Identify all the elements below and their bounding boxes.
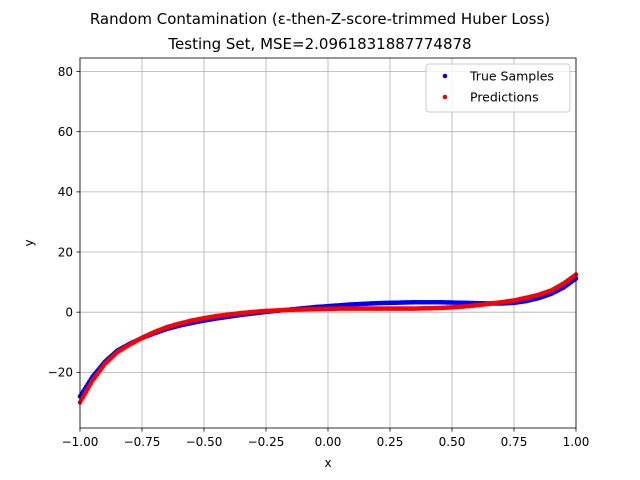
legend-box [425,63,571,113]
y-tick-label: 80 [58,65,73,79]
series-layer [77,272,579,405]
y-axis-label: y [22,239,36,246]
y-axis-ticks: −20 0 20 40 60 80 [48,65,80,380]
y-tick-label: 40 [58,185,73,199]
x-tick-label: −0.75 [124,435,161,449]
x-tick-label: 1.00 [563,435,590,449]
legend-label-true-samples: True Samples [469,69,554,84]
x-tick-label: 0.50 [439,435,466,449]
x-tick-label: 0.75 [501,435,528,449]
y-tick-label: −20 [48,366,73,380]
legend: True Samples Predictions [425,63,571,113]
x-axis-label: x [324,456,331,470]
y-tick-label: 0 [65,305,73,319]
chart-title: Random Contamination (ε-then-Z-score-tri… [90,10,550,28]
plot-area [77,57,579,429]
legend-marker-predictions [442,94,448,100]
legend-marker-true-samples [442,73,448,79]
x-tick-label: −0.50 [186,435,223,449]
x-tick-label: −0.25 [248,435,285,449]
x-axis-ticks: −1.00 −0.75 −0.50 −0.25 0.00 0.25 0.50 0.75 1.00 [62,428,590,449]
x-tick-label: 0.00 [315,435,342,449]
y-tick-label: 60 [58,125,73,139]
x-tick-label: 0.25 [377,435,404,449]
x-tick-label: −1.00 [62,435,99,449]
legend-label-predictions: Predictions [470,90,539,105]
chart-subtitle: Testing Set, MSE=2.0961831887774878 [167,35,471,53]
series-predictions [77,272,579,405]
y-tick-label: 20 [58,245,73,259]
